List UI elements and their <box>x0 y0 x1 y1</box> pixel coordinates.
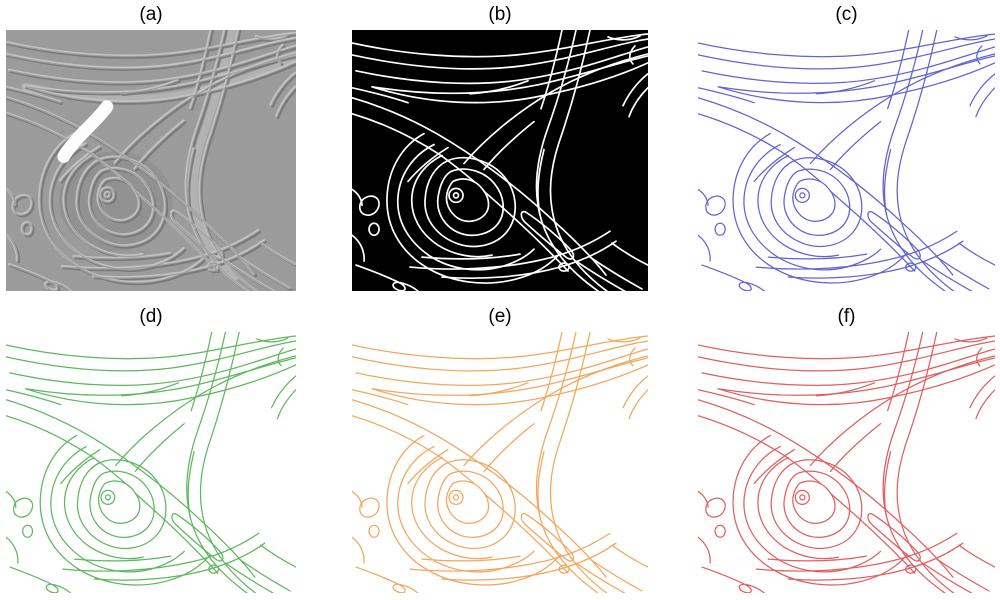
panel-d-image <box>6 332 296 593</box>
panel-a-label: (a) <box>139 4 163 25</box>
panel-f-label: (f) <box>837 306 856 327</box>
edge-map-svg <box>352 332 648 593</box>
edge-map-svg <box>698 332 995 593</box>
edge-map-svg <box>698 30 995 291</box>
edge-map-svg <box>352 30 648 291</box>
panel-a-image <box>6 30 296 291</box>
panel-a: (a) <box>6 0 296 291</box>
panel-e: (e) <box>352 302 648 593</box>
panel-c: (c) <box>698 0 995 291</box>
panel-c-label: (c) <box>835 4 858 25</box>
panel-d-label: (d) <box>139 306 163 327</box>
panel-b: (b) <box>352 0 648 291</box>
edge-map-svg <box>6 332 296 593</box>
panel-b-image <box>352 30 648 291</box>
panel-e-image <box>352 332 648 593</box>
panel-f-image <box>698 332 995 593</box>
hillshade-rendering <box>6 30 296 291</box>
panel-e-label: (e) <box>488 306 512 327</box>
panel-b-label: (b) <box>488 4 512 25</box>
panel-c-image <box>698 30 995 291</box>
panel-f: (f) <box>698 302 995 593</box>
panel-d: (d) <box>6 302 296 593</box>
